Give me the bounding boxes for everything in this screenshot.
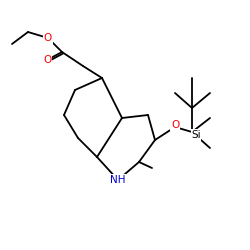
Text: NH: NH xyxy=(110,175,126,185)
Text: O: O xyxy=(171,120,179,130)
Text: Si: Si xyxy=(191,130,201,140)
Text: O: O xyxy=(44,33,52,43)
Text: O: O xyxy=(43,55,51,65)
